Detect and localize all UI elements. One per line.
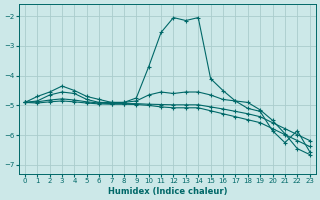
X-axis label: Humidex (Indice chaleur): Humidex (Indice chaleur) <box>108 187 227 196</box>
